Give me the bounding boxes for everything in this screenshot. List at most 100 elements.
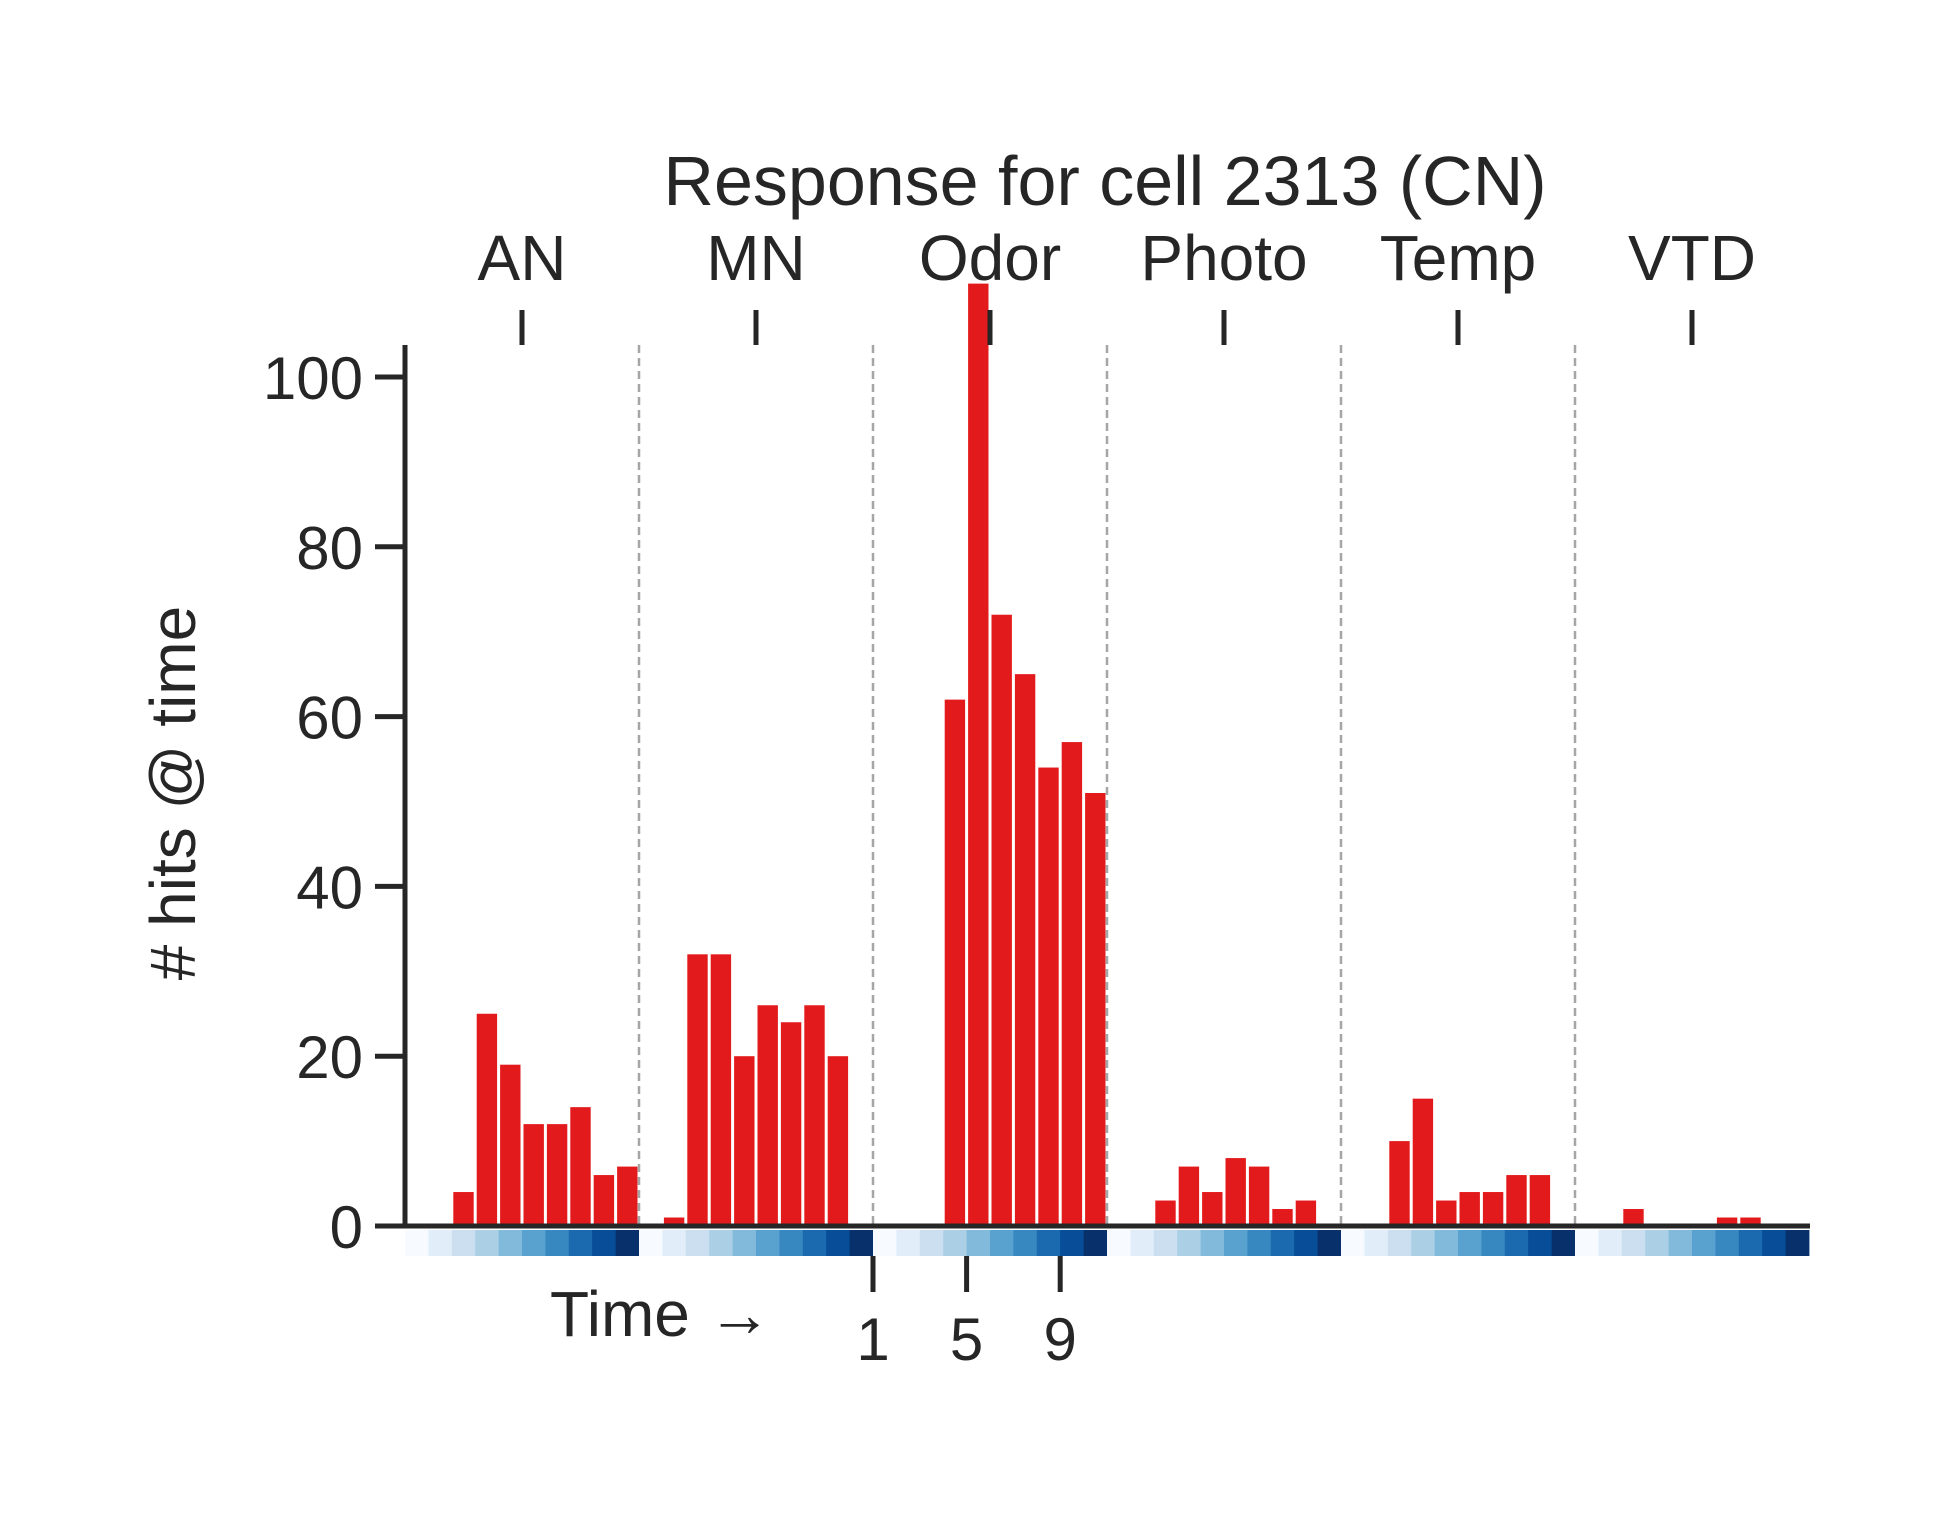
time-cell xyxy=(545,1230,570,1256)
bar-photo-8 xyxy=(1272,1209,1293,1226)
time-cell xyxy=(1341,1230,1365,1256)
time-cell xyxy=(451,1230,476,1256)
time-cell xyxy=(428,1230,453,1256)
time-cell xyxy=(966,1230,991,1256)
bar-temp-9 xyxy=(1529,1175,1551,1226)
time-cell xyxy=(1364,1230,1389,1256)
time-cell xyxy=(568,1230,593,1256)
time-cell xyxy=(1411,1230,1435,1256)
bar-temp-8 xyxy=(1506,1175,1527,1226)
time-cell xyxy=(802,1230,827,1256)
time-cell xyxy=(522,1230,546,1256)
bar-temp-3 xyxy=(1389,1141,1410,1226)
time-cell xyxy=(756,1230,780,1256)
time-cell xyxy=(943,1230,967,1256)
bar-mn-2 xyxy=(663,1217,685,1226)
time-cell xyxy=(1434,1230,1459,1256)
bar-odor-10 xyxy=(1085,793,1106,1226)
time-cell xyxy=(1224,1230,1248,1256)
time-cell xyxy=(1715,1230,1740,1256)
time-cell xyxy=(1598,1230,1623,1256)
time-cell xyxy=(1247,1230,1272,1256)
bar-photo-7 xyxy=(1248,1166,1270,1226)
time-cell xyxy=(1177,1230,1201,1256)
bar-temp-6 xyxy=(1459,1192,1480,1226)
time-cell xyxy=(662,1230,687,1256)
time-cell xyxy=(685,1230,710,1256)
time-cell xyxy=(990,1230,1014,1256)
group-label-vtd: VTD xyxy=(1628,222,1756,294)
time-cell xyxy=(639,1230,663,1256)
bars xyxy=(453,283,1761,1226)
bar-an-4 xyxy=(476,1013,498,1226)
time-cell xyxy=(1107,1230,1131,1256)
time-cell xyxy=(1528,1230,1552,1256)
bar-an-3 xyxy=(453,1192,474,1226)
bar-photo-3 xyxy=(1155,1200,1176,1226)
bar-an-6 xyxy=(523,1124,544,1226)
time-colormap-strip xyxy=(405,1230,1810,1256)
y-tick-label: 20 xyxy=(296,1024,363,1091)
bar-photo-5 xyxy=(1202,1192,1223,1226)
time-cell xyxy=(1270,1230,1295,1256)
time-cell xyxy=(896,1230,921,1256)
y-tick-label: 80 xyxy=(296,515,363,582)
time-tick-label: 1 xyxy=(856,1306,889,1373)
labels: 0 20 40 60 80 100 AN MN Odor Photo Temp VTD 1 5 9 xyxy=(263,222,1756,1373)
group-label-odor: Odor xyxy=(919,222,1061,294)
group-separators xyxy=(637,345,1577,1226)
time-cell xyxy=(615,1230,640,1256)
bar-mn-8 xyxy=(804,1005,825,1226)
time-cell xyxy=(1083,1230,1108,1256)
time-cell xyxy=(1294,1230,1318,1256)
chart-title: Response for cell 2313 (CN) xyxy=(663,142,1546,220)
bar-an-5 xyxy=(500,1064,521,1226)
time-cell xyxy=(1645,1230,1669,1256)
time-cell xyxy=(1551,1230,1576,1256)
time-cell xyxy=(1738,1230,1763,1256)
time-cell xyxy=(405,1230,429,1256)
bar-temp-7 xyxy=(1482,1192,1504,1226)
bar-odor-7 xyxy=(1014,674,1036,1226)
bar-mn-3 xyxy=(687,954,708,1226)
time-cell xyxy=(873,1230,897,1256)
bar-photo-6 xyxy=(1225,1158,1246,1226)
time-cell xyxy=(1060,1230,1084,1256)
y-tick-label: 0 xyxy=(330,1194,363,1261)
time-cell xyxy=(1200,1230,1225,1256)
bar-vtd-3 xyxy=(1623,1209,1644,1226)
bar-odor-9 xyxy=(1061,742,1083,1226)
y-tick-label: 100 xyxy=(263,345,363,412)
time-cell xyxy=(1668,1230,1693,1256)
bar-vtd-7 xyxy=(1716,1217,1738,1226)
bar-mn-7 xyxy=(780,1022,802,1226)
bar-photo-9 xyxy=(1295,1200,1317,1226)
time-cell xyxy=(709,1230,733,1256)
time-tick-label: 5 xyxy=(950,1306,983,1373)
time-cell xyxy=(1036,1230,1061,1256)
bar-odor-4 xyxy=(944,699,966,1226)
time-cell xyxy=(1130,1230,1155,1256)
bar-mn-9 xyxy=(827,1056,849,1226)
bar-mn-5 xyxy=(734,1056,755,1226)
time-cell xyxy=(592,1230,616,1256)
bar-an-8 xyxy=(570,1107,591,1226)
axes xyxy=(375,310,1810,1292)
bar-vtd-8 xyxy=(1740,1217,1761,1226)
time-cell xyxy=(1575,1230,1599,1256)
time-cell xyxy=(1621,1230,1646,1256)
time-cell xyxy=(1692,1230,1716,1256)
bar-temp-4 xyxy=(1412,1098,1434,1226)
bar-an-7 xyxy=(546,1124,568,1226)
time-cell xyxy=(1013,1230,1038,1256)
bar-an-10 xyxy=(617,1166,638,1226)
y-tick-label: 60 xyxy=(296,685,363,752)
group-label-an: AN xyxy=(478,222,567,294)
time-cell xyxy=(826,1230,850,1256)
bar-odor-5 xyxy=(968,283,989,1226)
bar-mn-4 xyxy=(710,954,732,1226)
time-cell xyxy=(1504,1230,1529,1256)
bar-photo-4 xyxy=(1178,1166,1200,1226)
